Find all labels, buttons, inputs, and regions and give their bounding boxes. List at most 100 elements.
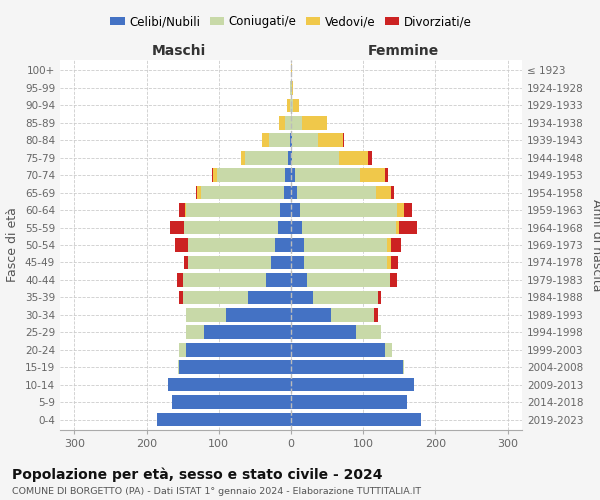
Bar bbox=[391, 256, 398, 270]
Bar bbox=[187, 308, 226, 322]
Bar bbox=[179, 204, 185, 217]
Bar bbox=[291, 378, 414, 392]
Bar bbox=[291, 81, 292, 94]
Bar bbox=[241, 151, 245, 164]
Bar bbox=[291, 308, 331, 322]
Bar bbox=[291, 64, 292, 78]
Bar bbox=[185, 204, 187, 217]
Bar bbox=[385, 343, 392, 356]
Bar bbox=[302, 116, 327, 130]
Bar bbox=[197, 186, 201, 200]
Bar bbox=[201, 186, 284, 200]
Bar bbox=[304, 238, 387, 252]
Bar bbox=[297, 186, 376, 200]
Bar bbox=[287, 98, 290, 112]
Bar bbox=[356, 326, 381, 339]
Bar bbox=[280, 116, 285, 130]
Bar bbox=[291, 360, 403, 374]
Bar bbox=[292, 151, 340, 164]
Bar bbox=[299, 204, 397, 217]
Bar bbox=[307, 273, 390, 286]
Bar bbox=[385, 168, 388, 182]
Bar bbox=[397, 204, 404, 217]
Bar bbox=[172, 396, 291, 409]
Bar bbox=[196, 186, 197, 200]
Bar bbox=[248, 290, 291, 304]
Bar bbox=[291, 186, 297, 200]
Bar bbox=[217, 168, 285, 182]
Bar bbox=[291, 98, 293, 112]
Bar bbox=[318, 134, 343, 147]
Bar bbox=[179, 290, 183, 304]
Bar bbox=[175, 238, 188, 252]
Bar bbox=[359, 168, 385, 182]
Bar bbox=[313, 290, 377, 304]
Bar bbox=[343, 134, 344, 147]
Bar bbox=[168, 378, 291, 392]
Bar bbox=[291, 151, 292, 164]
Bar bbox=[390, 273, 397, 286]
Bar bbox=[377, 290, 381, 304]
Legend: Celibi/Nubili, Coniugati/e, Vedovi/e, Divorziati/e: Celibi/Nubili, Coniugati/e, Vedovi/e, Di… bbox=[106, 10, 476, 33]
Bar bbox=[368, 151, 372, 164]
Bar bbox=[278, 220, 291, 234]
Bar bbox=[404, 204, 412, 217]
Bar bbox=[291, 238, 304, 252]
Bar bbox=[271, 256, 291, 270]
Bar bbox=[340, 151, 368, 164]
Bar bbox=[291, 396, 407, 409]
Bar bbox=[387, 256, 391, 270]
Bar bbox=[291, 412, 421, 426]
Bar bbox=[291, 220, 302, 234]
Bar bbox=[290, 81, 291, 94]
Bar bbox=[302, 220, 395, 234]
Bar bbox=[285, 168, 291, 182]
Bar bbox=[285, 116, 291, 130]
Bar bbox=[187, 204, 280, 217]
Bar bbox=[292, 81, 293, 94]
Bar bbox=[178, 360, 179, 374]
Bar bbox=[275, 238, 291, 252]
Bar bbox=[291, 290, 313, 304]
Bar bbox=[291, 116, 302, 130]
Bar bbox=[179, 343, 187, 356]
Bar bbox=[290, 134, 291, 147]
Bar bbox=[284, 186, 291, 200]
Bar bbox=[376, 186, 391, 200]
Bar bbox=[291, 204, 299, 217]
Bar bbox=[212, 168, 213, 182]
Bar bbox=[183, 273, 266, 286]
Bar bbox=[187, 343, 291, 356]
Bar bbox=[188, 256, 271, 270]
Text: Maschi: Maschi bbox=[152, 44, 206, 59]
Bar bbox=[170, 220, 184, 234]
Bar bbox=[266, 273, 291, 286]
Bar bbox=[291, 134, 292, 147]
Bar bbox=[280, 204, 291, 217]
Bar bbox=[183, 290, 248, 304]
Bar bbox=[291, 256, 304, 270]
Bar bbox=[291, 343, 385, 356]
Text: COMUNE DI BORGETTO (PA) - Dati ISTAT 1° gennaio 2024 - Elaborazione TUTTITALIA.I: COMUNE DI BORGETTO (PA) - Dati ISTAT 1° … bbox=[12, 488, 421, 496]
Bar bbox=[331, 308, 374, 322]
Bar bbox=[262, 134, 269, 147]
Bar bbox=[292, 134, 318, 147]
Y-axis label: Fasce di età: Fasce di età bbox=[7, 208, 19, 282]
Bar bbox=[399, 220, 418, 234]
Bar bbox=[288, 151, 291, 164]
Bar bbox=[269, 134, 290, 147]
Bar bbox=[295, 168, 359, 182]
Bar bbox=[205, 326, 291, 339]
Bar bbox=[291, 273, 307, 286]
Bar bbox=[293, 98, 299, 112]
Bar bbox=[177, 273, 183, 286]
Bar bbox=[290, 98, 291, 112]
Bar bbox=[374, 308, 377, 322]
Bar bbox=[213, 168, 217, 182]
Bar bbox=[245, 151, 288, 164]
Bar bbox=[291, 326, 356, 339]
Bar bbox=[304, 256, 387, 270]
Bar bbox=[391, 186, 394, 200]
Bar bbox=[157, 412, 291, 426]
Bar bbox=[184, 220, 278, 234]
